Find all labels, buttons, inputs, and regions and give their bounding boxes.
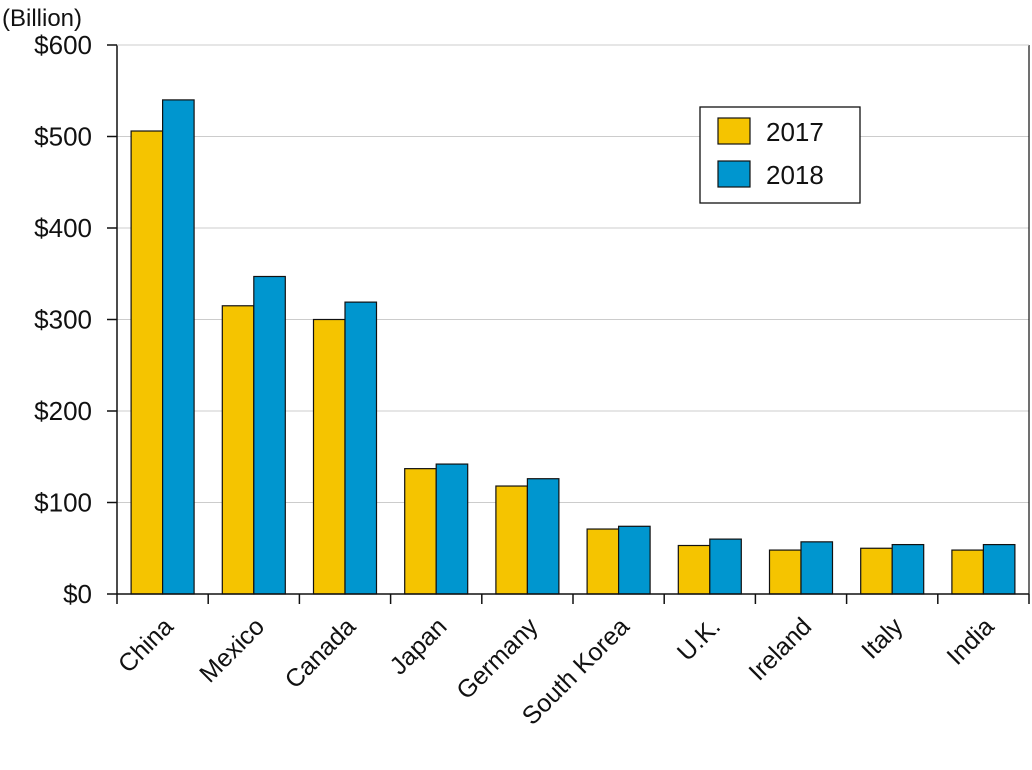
bar-canada-2017 [312,318,346,595]
bar-ireland-2017 [768,549,802,595]
x-category-label: Italy [856,612,909,665]
x-category-label: Canada [280,612,362,694]
y-tick-label: $300 [34,305,92,335]
bar-south-korea-2018 [617,525,651,595]
legend-swatch-2018 [717,160,751,188]
bar-mexico-2018 [253,275,286,595]
bar-india-2017 [951,549,985,595]
y-unit-label: (Billion) [2,5,82,32]
bar-china-2017 [130,130,164,595]
bar-italy-2018 [891,543,925,595]
x-category-label: Japan [384,612,452,680]
bar-mexico-2017 [221,305,255,595]
x-category-label: Ireland [743,612,817,686]
bar-japan-2018 [435,463,469,595]
legend: 2017 2018 [699,106,861,204]
y-tick-label: $500 [34,122,92,152]
x-category-label: India [942,612,1000,670]
bar-china-2018 [162,99,195,595]
y-tick-label: $100 [34,488,92,518]
y-tick-label: $600 [34,30,92,60]
y-tick-label: $0 [63,579,92,609]
legend-label-2018: 2018 [766,160,824,190]
y-tick-label: $400 [34,213,92,243]
bar-u-k-2018 [709,538,742,595]
bar-canada-2018 [344,301,378,595]
bar-japan-2017 [404,468,437,595]
bar-italy-2017 [860,547,893,595]
x-category-label: Mexico [194,612,270,688]
legend-swatch-2017 [717,117,751,145]
bar-germany-2018 [526,478,560,595]
bar-south-korea-2017 [586,528,620,595]
bar-germany-2017 [495,485,528,595]
x-category-label: U.K. [672,612,726,666]
bar-ireland-2018 [800,541,834,595]
bar-india-2018 [982,543,1016,595]
bars [130,99,1016,595]
x-category-label: Germany [451,612,544,705]
x-category-label: China [113,612,179,678]
bar-u-k-2017 [677,544,711,595]
y-tick-label: $200 [34,396,92,426]
legend-label-2017: 2017 [766,117,824,147]
